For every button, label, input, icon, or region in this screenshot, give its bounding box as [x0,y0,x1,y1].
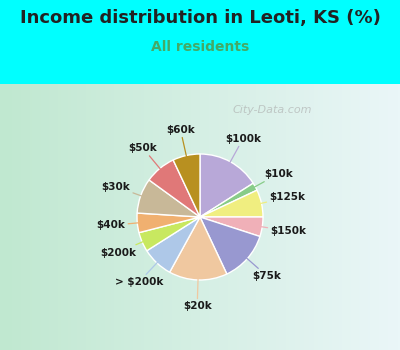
Text: $60k: $60k [166,125,195,157]
Wedge shape [147,217,200,272]
Text: > $200k: > $200k [114,262,163,287]
Text: $10k: $10k [254,169,293,187]
Wedge shape [200,154,253,217]
Wedge shape [149,160,200,217]
Text: $20k: $20k [183,279,212,312]
Text: $30k: $30k [102,182,142,196]
Wedge shape [137,180,200,217]
Text: $100k: $100k [225,134,261,163]
Wedge shape [200,217,260,274]
Text: $40k: $40k [96,220,138,230]
Text: $150k: $150k [261,226,306,236]
Wedge shape [170,217,227,280]
Wedge shape [173,154,200,217]
Text: All residents: All residents [151,40,249,54]
Text: $50k: $50k [129,143,161,169]
Wedge shape [200,183,257,217]
Text: Income distribution in Leoti, KS (%): Income distribution in Leoti, KS (%) [20,9,380,27]
Wedge shape [200,217,263,237]
Text: $200k: $200k [100,241,143,258]
Wedge shape [200,190,263,217]
Text: City-Data.com: City-Data.com [232,105,312,115]
Wedge shape [137,213,200,233]
Text: $125k: $125k [260,193,305,204]
Wedge shape [139,217,200,251]
Text: $75k: $75k [246,258,282,281]
